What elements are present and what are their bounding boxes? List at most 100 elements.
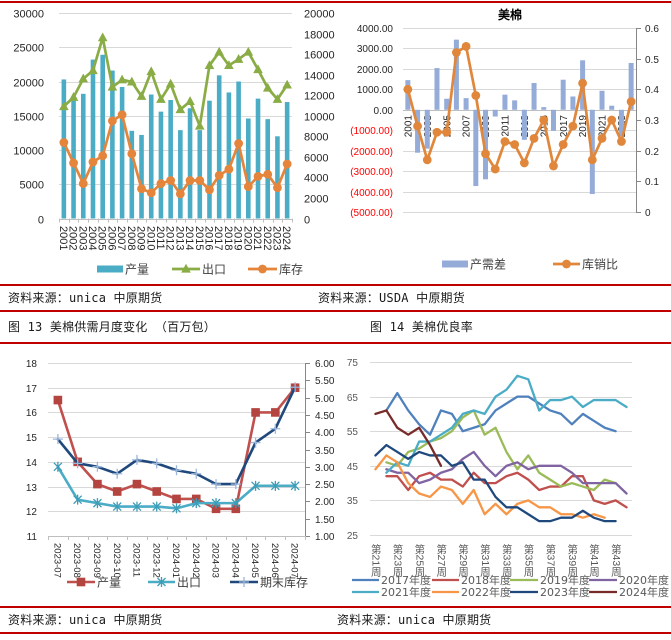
divider	[0, 310, 671, 312]
legend-swatch	[442, 260, 468, 268]
data-point	[185, 96, 195, 105]
y-left-tick-label: 5000	[20, 179, 44, 191]
data-point	[185, 176, 195, 185]
legend-item: 产量	[67, 575, 121, 589]
legend-item: 产需差	[442, 257, 506, 271]
chart-svg-monthly-supply-demand: 18 17 16 15 14 13 12 11 6.00 5.50 5.00 4.50 4.00 3.50…	[26, 359, 334, 589]
data-point	[72, 458, 83, 469]
data-point	[442, 127, 452, 137]
x-tick-label: 2024-05	[249, 543, 260, 578]
y-left-tick-label: 4000.00	[357, 24, 394, 35]
bar	[100, 54, 105, 219]
data-point	[98, 151, 108, 161]
y-right-tick-label: 20000	[304, 8, 335, 20]
legend-label: 产量	[97, 575, 121, 589]
y-right-tick-label: 0.4	[645, 85, 659, 96]
data-point	[214, 46, 224, 56]
y-left-tick-label: 2000.00	[357, 65, 394, 76]
data-point	[92, 461, 103, 472]
y-left-tick-label: 25000	[13, 42, 44, 54]
season-2019-line	[385, 409, 617, 492]
y-left-tick-label: 11	[27, 532, 38, 543]
bar	[618, 109, 624, 137]
data-point	[175, 104, 186, 114]
data-point	[146, 66, 157, 76]
x-tick-label: 2023-11	[131, 543, 142, 577]
x-tick-label: 2023	[270, 226, 282, 250]
legend-label: 2022年度	[461, 585, 511, 599]
data-point	[253, 64, 263, 74]
x-tick-label: 第39周	[566, 544, 579, 577]
x-tick-label: 2008	[125, 226, 137, 250]
series-line	[385, 450, 628, 495]
source-note: 资料来源：USDA 中原期货	[318, 291, 465, 305]
figure-caption: 图 13 美棉供需月度变化 （百万包）	[8, 320, 216, 334]
figure-caption: 图 14 美棉优良率	[370, 320, 473, 334]
x-tick-label: 2002	[67, 226, 79, 250]
y-right-tick-label: 0.1	[645, 177, 659, 188]
bar	[550, 109, 556, 131]
y-right-tick-label: 0.2	[645, 147, 659, 158]
data-point	[568, 121, 578, 131]
y-right-tick-label: 3.50	[315, 446, 334, 457]
y-right-tick-label: 4.00	[315, 428, 334, 439]
x-tick-label: 2024-02	[190, 543, 201, 578]
legend-label: 2020年度	[619, 573, 669, 587]
y-left-tick-label: 20000	[13, 77, 44, 89]
y-left-tick-label: 18	[26, 359, 38, 370]
legend-item: 期末库存	[230, 574, 308, 589]
data-point	[233, 54, 244, 63]
bar	[531, 83, 537, 110]
legend: 产量 出口 库存	[97, 261, 303, 276]
data-point	[214, 170, 224, 180]
y-left-tick-label: 14	[26, 458, 38, 469]
data-point	[165, 78, 176, 88]
y-left-tick-label: 3000.00	[357, 44, 394, 55]
data-point	[204, 60, 215, 70]
data-point	[93, 479, 102, 489]
y-right-tick-label: 0.3	[645, 116, 659, 127]
data-point	[422, 155, 432, 165]
y-left-tick-label: (5000.00)	[350, 208, 393, 219]
chart-svg-supply-history: 0 5000 10000 15000 20000 25000 30000 0 2000 4000 6…	[13, 8, 335, 276]
data-point	[510, 140, 520, 149]
y-right-tick-label: 8000	[304, 131, 328, 143]
data-point	[234, 139, 244, 148]
legend: 2017年度 2018年度 2019年度 2020年度 2021年度 2022年度 2023…	[352, 573, 669, 599]
y-left-tick-label: 1000.00	[357, 85, 394, 96]
data-point	[490, 164, 500, 174]
bar	[434, 68, 440, 110]
bar	[275, 136, 280, 219]
bar	[255, 98, 261, 219]
data-point	[152, 501, 162, 512]
legend-item: 2018年度	[432, 573, 511, 587]
legend-item: 出口	[148, 575, 201, 589]
data-point	[243, 182, 253, 192]
bar	[226, 92, 232, 219]
legend-marker	[76, 577, 86, 587]
data-point	[231, 498, 241, 509]
x-tick-label: 2017	[559, 115, 570, 138]
data-point	[587, 155, 597, 165]
x-tick-label: 第31周	[478, 544, 491, 577]
bar	[444, 98, 450, 110]
x-tick-label: 2023-10	[111, 543, 122, 578]
y-left-tick-label: 75	[347, 358, 359, 369]
y-right-tick-label: 5.50	[315, 376, 334, 387]
data-point	[224, 164, 234, 174]
x-tick-label: 2011	[501, 115, 512, 137]
y-left-tick-label: 35	[347, 496, 359, 507]
data-point	[413, 121, 422, 131]
legend-item: 2022年度	[432, 585, 511, 599]
series-line	[374, 443, 617, 523]
y-right-tick-label: 3.00	[315, 463, 334, 474]
bar	[158, 111, 164, 219]
y-right-tick-label: 2.00	[315, 497, 334, 508]
chart-brazil-cotton-supply-history: 0 5000 10000 15000 20000 25000 30000 0 2000 4000 6…	[0, 0, 335, 284]
data-point	[68, 92, 79, 101]
legend-label: 期末库存	[260, 574, 308, 589]
data-point	[88, 65, 98, 75]
legend-label: 2023年度	[540, 585, 590, 599]
x-tick-label: 2022	[261, 226, 273, 250]
data-point	[107, 116, 117, 126]
